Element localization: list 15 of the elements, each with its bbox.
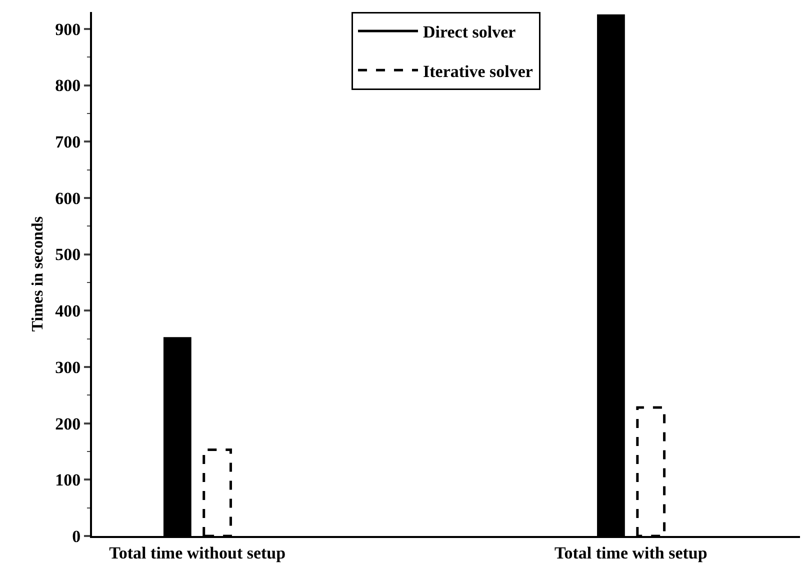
x-tick-label: Total time without setup <box>109 543 286 562</box>
legend-label: Iterative solver <box>423 62 534 81</box>
y-tick-label: 600 <box>55 188 81 208</box>
y-tick-label: 0 <box>72 526 81 546</box>
y-tick-label: 800 <box>55 76 81 96</box>
y-tick-label: 500 <box>55 245 81 264</box>
y-tick-label: 900 <box>55 20 81 39</box>
y-axis-title: Times in seconds <box>30 216 46 332</box>
y-tick-label: 700 <box>55 132 81 152</box>
y-tick-label: 300 <box>55 358 81 377</box>
y-tick-label: 100 <box>55 470 81 490</box>
y-tick-label: 400 <box>55 302 81 321</box>
legend-label: Direct solver <box>423 22 516 42</box>
x-tick-label: Total time with setup <box>554 543 708 562</box>
y-tick-label: 200 <box>55 414 81 434</box>
